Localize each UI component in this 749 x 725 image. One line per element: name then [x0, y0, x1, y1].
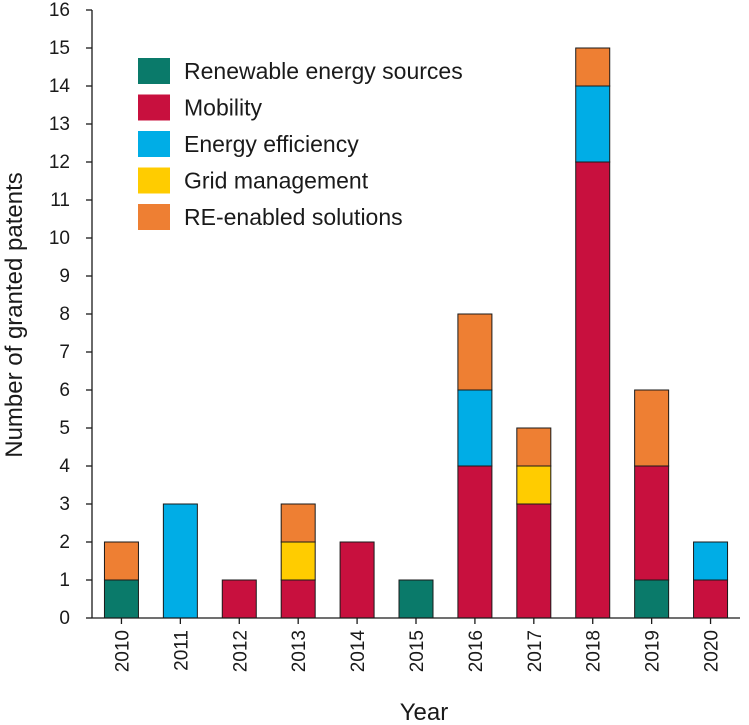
x-tick-label: 2014 — [348, 630, 369, 673]
x-tick-label: 2017 — [525, 630, 546, 672]
x-tick-label: 2010 — [112, 630, 133, 672]
x-tick-label: 2011 — [171, 630, 192, 671]
x-axis-ticks: 2010 2011 2012 2013 2014 2015 2016 2017 2018 2019… — [112, 618, 723, 673]
bar-segment — [516, 503, 552, 619]
bar-segment — [634, 465, 670, 581]
x-tick-label: 2013 — [289, 630, 310, 672]
x-tick-label: 2020 — [702, 630, 723, 672]
bar-segment — [575, 161, 611, 619]
legend-label: RE-enabled solutions — [184, 204, 403, 230]
x-axis-title: Year — [400, 699, 449, 725]
legend-swatch — [138, 94, 170, 121]
y-tick-label: 8 — [59, 304, 70, 325]
y-tick-label: 0 — [59, 608, 70, 629]
bar-segment — [575, 47, 611, 87]
bar-segment — [103, 541, 139, 581]
y-tick-label: 7 — [59, 342, 70, 363]
legend-label: Renewable energy sources — [184, 58, 463, 84]
y-tick-label: 15 — [49, 38, 70, 59]
bar-segment — [516, 427, 552, 467]
y-tick-label: 13 — [49, 114, 70, 135]
legend-swatch — [138, 58, 170, 84]
y-tick-label: 10 — [49, 228, 70, 249]
y-tick-label: 3 — [59, 494, 70, 515]
legend-label: Mobility — [184, 95, 262, 121]
y-tick-label: 12 — [49, 152, 70, 173]
x-tick-label: 2015 — [407, 630, 428, 672]
bar-segment — [693, 541, 729, 581]
bars — [103, 47, 729, 619]
bar-segment — [398, 579, 434, 619]
legend-swatch — [138, 204, 170, 230]
y-tick-label: 1 — [59, 570, 70, 591]
x-tick-label: 2018 — [584, 630, 605, 672]
legend-swatch — [138, 131, 170, 157]
y-tick-label: 2 — [59, 532, 70, 553]
bar-segment — [457, 389, 493, 467]
bar-segment — [693, 579, 729, 619]
y-tick-label: 14 — [49, 76, 71, 97]
bar-segment — [457, 313, 493, 391]
bar-segment — [103, 579, 139, 619]
bar-segment — [280, 503, 316, 543]
bar-segment — [162, 503, 198, 619]
legend-label: Grid management — [184, 168, 369, 194]
y-tick-label: 16 — [49, 0, 70, 21]
bar-segment — [280, 579, 316, 619]
bar-segment — [575, 85, 611, 163]
bar-segment — [280, 541, 316, 581]
legend: Renewable energy sources Mobility Energy e… — [138, 58, 463, 230]
y-tick-label: 5 — [59, 418, 70, 439]
legend-swatch — [138, 167, 170, 194]
y-tick-label: 4 — [59, 456, 70, 477]
legend-label: Energy efficiency — [184, 131, 359, 157]
y-tick-label: 6 — [59, 380, 70, 401]
bar-segment — [221, 579, 257, 619]
x-tick-label: 2012 — [230, 630, 251, 672]
x-tick-label: 2019 — [643, 630, 664, 672]
bar-segment — [457, 465, 493, 619]
bar-segment — [339, 541, 375, 619]
y-tick-label: 11 — [50, 190, 70, 211]
bar-segment — [634, 579, 670, 619]
y-tick-label: 9 — [59, 266, 70, 287]
bar-segment — [634, 389, 670, 467]
bar-segment — [516, 465, 552, 505]
x-tick-label: 2016 — [466, 630, 487, 672]
y-axis-title: Number of granted patents — [1, 172, 28, 458]
